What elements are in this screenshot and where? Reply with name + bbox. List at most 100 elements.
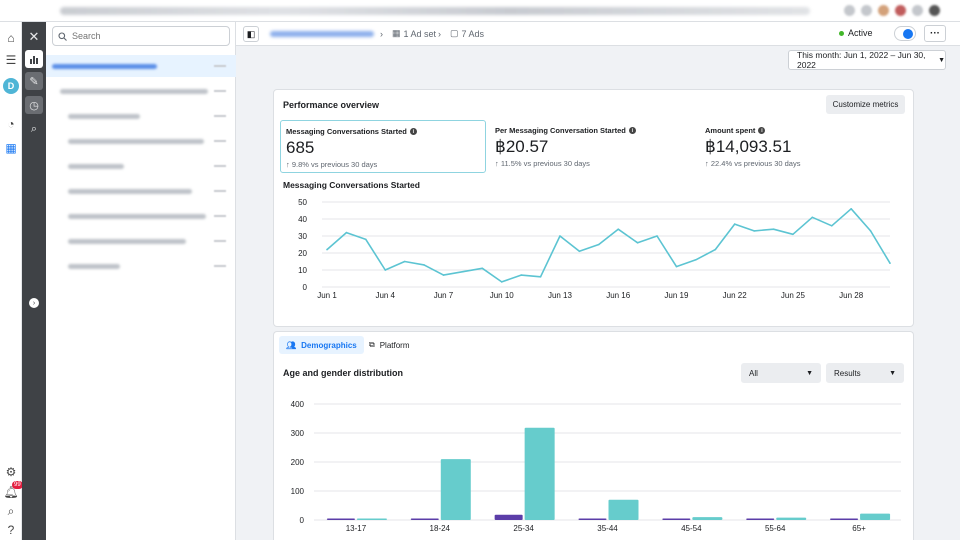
data-point — [617, 228, 620, 230]
data-point — [326, 248, 328, 251]
info-icon[interactable]: i — [409, 128, 417, 135]
dashboard-icon[interactable]: ◔ — [7, 117, 15, 131]
blurred-icon[interactable] — [912, 5, 923, 16]
data-point — [539, 276, 542, 278]
bar-chart: 0 100 200 300 400 13-17 18-24 25-34 35-44 45-54 55… — [291, 400, 901, 533]
info-icon[interactable]: i — [758, 127, 766, 134]
x-tick-label: Jun 4 — [375, 291, 395, 300]
line-chart-title: Messaging Conversations Started — [283, 180, 420, 190]
metric-card[interactable]: Messaging Conversations Started i 685 ↑ 9… — [280, 120, 486, 173]
tree-item-ad[interactable] — [46, 180, 236, 202]
data-point — [889, 262, 891, 264]
tree-item-campaign[interactable] — [46, 55, 236, 77]
caret-down-icon: ▼ — [806, 369, 813, 377]
bar — [578, 518, 607, 520]
date-range-selector[interactable]: This month: Jun 1, 2022 – Jun 30, 2022 ▼ — [788, 50, 946, 70]
browser-top-bar — [0, 0, 960, 22]
bar — [440, 459, 471, 520]
breadcrumb-ads-label: 7 Ads — [461, 28, 485, 39]
chart-icon[interactable] — [25, 50, 43, 68]
info-icon[interactable]: i — [628, 127, 636, 134]
menu-icon[interactable]: ☰ — [5, 53, 17, 67]
blurred-icon[interactable] — [878, 5, 889, 16]
y-tick-label: 100 — [291, 487, 305, 496]
breadcrumb-adset[interactable]: › ▦ 1 Ad set — [380, 28, 436, 39]
data-point — [481, 267, 484, 270]
data-point — [792, 233, 794, 236]
tab-demographics[interactable]: 👥︎ Demographics — [279, 336, 364, 354]
tab-platform[interactable]: ⧉ Platform — [362, 336, 417, 354]
data-point — [830, 225, 833, 227]
search-box[interactable] — [52, 26, 230, 46]
search-icon[interactable]: ⌕ — [7, 503, 15, 518]
customize-metrics-button[interactable]: Customize metrics — [826, 95, 905, 114]
bar — [524, 427, 555, 520]
tree-item-ad[interactable] — [46, 130, 236, 152]
clock-icon[interactable]: ◷ — [25, 96, 43, 114]
blurred-icon[interactable] — [895, 5, 906, 16]
data-point — [462, 270, 464, 273]
grid-icon[interactable]: ▦ — [5, 141, 17, 155]
metric-card[interactable]: Amount spent i ฿14,093.51 ↑ 22.4% vs prev… — [700, 120, 906, 173]
search-input[interactable] — [72, 31, 212, 41]
account-avatar[interactable]: D — [3, 78, 19, 94]
toggle-panel-icon[interactable]: ◧ — [243, 26, 259, 42]
active-toggle[interactable] — [894, 26, 916, 41]
more-options-button[interactable]: ··· — [924, 25, 946, 42]
y-tick-label: 200 — [291, 458, 305, 467]
tree-item-ad[interactable] — [46, 155, 236, 177]
breadcrumb-campaign[interactable] — [270, 31, 374, 37]
blurred-icon[interactable] — [861, 5, 872, 16]
blurred-icon[interactable] — [844, 5, 855, 16]
metric-value: ฿14,093.51 — [705, 137, 792, 156]
series-line — [326, 207, 891, 283]
breakdown-card: 👥︎ Demographics ⧉ Platform Age and gende… — [273, 331, 914, 540]
metric-card[interactable]: Per Messaging Conversation Started i ฿20.… — [490, 120, 696, 173]
status-dot-icon — [839, 30, 844, 36]
tree-item-ad[interactable] — [46, 230, 236, 252]
tree-item-adset[interactable] — [46, 80, 236, 102]
y-tick-label: 300 — [291, 429, 305, 438]
breadcrumb-ads[interactable]: › ▢ 7 Ads — [438, 28, 484, 39]
data-point — [423, 264, 425, 266]
status-indicator: Active — [839, 28, 873, 38]
y-tick-label: 400 — [291, 400, 305, 409]
home-icon[interactable]: ⌂ — [7, 31, 15, 45]
data-point — [733, 223, 736, 225]
bar — [494, 514, 523, 520]
arrow-up-icon: ↑ — [286, 160, 290, 169]
data-point — [869, 230, 872, 232]
tree-item-ad[interactable] — [46, 255, 236, 277]
data-point — [500, 281, 503, 283]
pencil-icon[interactable]: ✎ — [25, 72, 43, 90]
top-right-icons — [844, 5, 940, 16]
profile-icon[interactable] — [929, 5, 940, 16]
close-icon[interactable]: ✕ — [28, 29, 40, 44]
performance-title: Performance overview — [283, 100, 380, 110]
metric-filter-value: Results — [834, 368, 861, 378]
line-chart: 0 10 20 30 40 50 Jun 1 Jun 4 Jun 7 Jun 10 Jun 13 Ju… — [298, 198, 891, 300]
y-tick-label: 50 — [298, 198, 307, 207]
expand-arrow-icon[interactable]: › — [29, 298, 39, 308]
metric-label: Per Messaging Conversation Started — [495, 126, 626, 135]
tree-item-ad[interactable] — [46, 205, 236, 227]
ads-icon: ▢ — [450, 28, 459, 38]
gender-filter-dropdown[interactable]: All ▼ — [741, 363, 821, 383]
adset-grid-icon: ▦ — [392, 28, 401, 38]
tab-demographics-label: Demographics — [301, 340, 357, 350]
data-point — [675, 265, 678, 268]
x-tick-label: 65+ — [852, 524, 866, 533]
y-tick-label: 10 — [298, 266, 307, 275]
help-icon[interactable]: ? — [7, 523, 15, 537]
gear-icon[interactable]: ⚙ — [5, 465, 17, 479]
caret-down-icon: ▼ — [938, 56, 945, 64]
metric-value: ฿20.57 — [495, 137, 549, 156]
tool-column: ✕ ✎ ◷ ⌕ › — [22, 22, 46, 540]
magnify-icon[interactable]: ⌕ — [30, 122, 38, 135]
metric-label: Messaging Conversations Started — [286, 127, 407, 136]
tree-item-ad[interactable] — [46, 105, 236, 127]
metric-filter-dropdown[interactable]: Results ▼ — [826, 363, 904, 383]
bar — [326, 518, 355, 520]
bell-icon[interactable]: 🔔︎ 99 — [3, 481, 23, 499]
gender-filter-value: All — [749, 368, 758, 378]
